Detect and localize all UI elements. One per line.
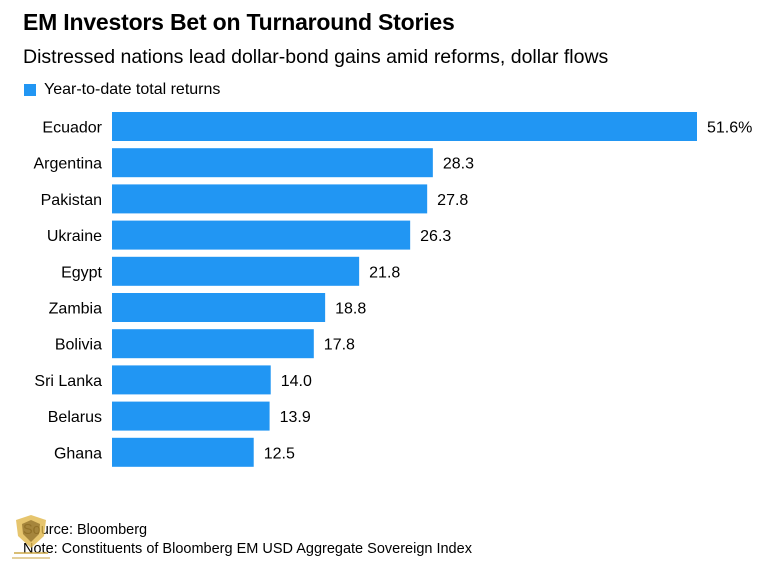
- legend-swatch: [24, 84, 36, 96]
- category-label: Ecuador: [42, 120, 102, 137]
- bar-belarus: [112, 401, 270, 431]
- source-note: Source: Bloomberg: [23, 522, 148, 538]
- bar-ghana: [112, 437, 254, 467]
- category-label: Argentina: [34, 156, 103, 173]
- value-label: 17.8: [324, 337, 355, 354]
- category-label: Pakistan: [41, 192, 102, 209]
- value-label: 12.5: [264, 445, 295, 462]
- value-label: 26.3: [420, 228, 451, 245]
- bar-ecuador: [112, 112, 697, 141]
- category-label: Zambia: [49, 301, 102, 318]
- value-label: 51.6%: [707, 120, 752, 137]
- bar-ukraine: [112, 220, 411, 250]
- chart-title: EM Investors Bet on Turnaround Stories: [23, 9, 455, 35]
- category-label: Ghana: [54, 445, 102, 462]
- chart-legend: Year-to-date total returns: [24, 80, 220, 100]
- category-label: Bolivia: [55, 337, 102, 354]
- footnote: Note: Constituents of Bloomberg EM USD A…: [23, 541, 472, 557]
- bar-pakistan: [112, 184, 428, 214]
- value-label: 14.0: [281, 373, 312, 390]
- bar-bolivia: [112, 329, 314, 359]
- chart-subtitle: Distressed nations lead dollar-bond gain…: [23, 46, 609, 68]
- legend-label: Year-to-date total returns: [44, 81, 221, 98]
- value-label: 21.8: [369, 264, 400, 281]
- watermark-logo: [12, 515, 50, 559]
- bar-egypt: [112, 256, 360, 286]
- value-label: 27.8: [437, 192, 468, 209]
- bar-zambia: [112, 293, 326, 322]
- value-label: 13.9: [280, 409, 311, 426]
- bar-sri-lanka: [112, 365, 271, 395]
- category-label: Sri Lanka: [34, 373, 102, 390]
- category-label: Ukraine: [47, 228, 102, 245]
- category-label: Egypt: [61, 264, 102, 281]
- bar-argentina: [112, 148, 433, 178]
- value-label: 28.3: [443, 156, 474, 173]
- category-label: Belarus: [48, 409, 102, 426]
- value-label: 18.8: [335, 301, 366, 318]
